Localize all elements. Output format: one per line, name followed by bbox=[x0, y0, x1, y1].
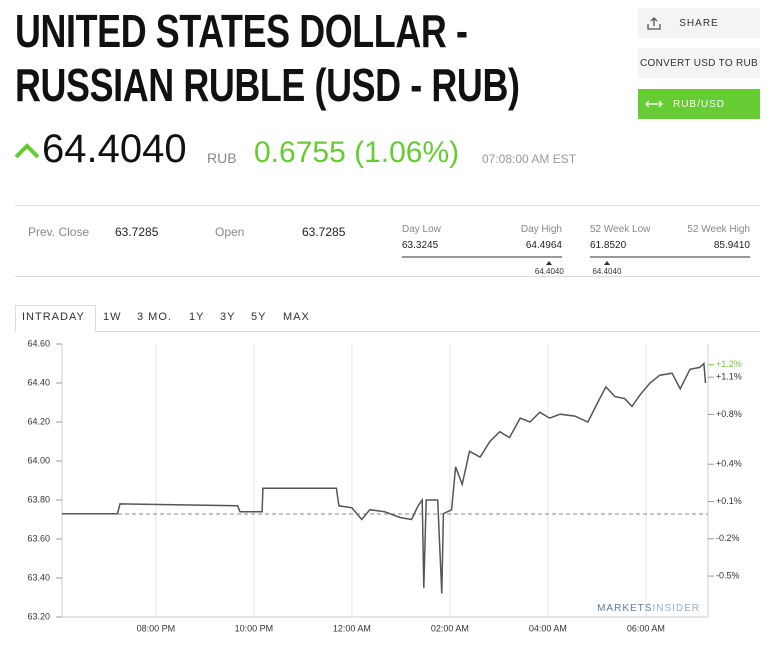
watermark-part: MARKETS bbox=[597, 603, 652, 614]
watermark-part: INSIDER bbox=[652, 603, 700, 614]
range-value: 85.9410 bbox=[713, 240, 750, 251]
swap-button[interactable]: RUB/USD bbox=[638, 89, 760, 119]
y-tick-label: 63.60 bbox=[27, 533, 50, 543]
share-button[interactable]: SHARE bbox=[638, 8, 760, 38]
y-tick-label: 63.40 bbox=[27, 572, 50, 582]
y-tick-label: 63.20 bbox=[27, 611, 50, 621]
range-value: 64.4964 bbox=[525, 240, 562, 251]
range-marker bbox=[546, 261, 553, 265]
range-marker-label: 64.4040 bbox=[534, 267, 564, 276]
range-bar bbox=[590, 256, 750, 258]
range-value: 61.8520 bbox=[590, 240, 627, 251]
share-icon bbox=[647, 17, 661, 30]
title-line: UNITED STATES DOLLAR - bbox=[15, 5, 468, 57]
stat-label: Prev. Close bbox=[28, 225, 90, 239]
tab[interactable]: 1W bbox=[103, 311, 122, 323]
quote-time: 07:08:00 AM EST bbox=[482, 152, 577, 166]
range-label: Day Low bbox=[402, 224, 441, 235]
y-tick-label: 64.60 bbox=[27, 338, 50, 348]
y2-tick-label: +0.8% bbox=[716, 409, 742, 419]
button-label: RUB/USD bbox=[672, 98, 725, 110]
tab-underline bbox=[15, 331, 760, 332]
tab[interactable]: MAX bbox=[283, 311, 310, 323]
tab[interactable]: INTRADAY bbox=[22, 311, 85, 323]
x-tick-label: 10:00 PM bbox=[235, 623, 274, 633]
range-label: 52 Week Low bbox=[590, 224, 651, 235]
current-label: +1.2% bbox=[716, 359, 742, 369]
range-label: Day High bbox=[520, 224, 562, 235]
button-label: CONVERT USD TO RUB bbox=[639, 57, 759, 69]
range-marker bbox=[603, 261, 610, 265]
y-tick-label: 64.20 bbox=[27, 416, 50, 426]
divider bbox=[15, 276, 760, 277]
price: 64.4040 bbox=[42, 127, 187, 171]
title-line: RUSSIAN RUBLE (USD - RUB) bbox=[15, 59, 520, 111]
x-tick-label: 08:00 PM bbox=[137, 623, 176, 633]
tab-selected-box bbox=[15, 305, 96, 332]
stat-value: 63.7285 bbox=[302, 225, 346, 239]
convert-button[interactable]: CONVERT USD TO RUB bbox=[638, 48, 760, 78]
divider bbox=[15, 205, 760, 206]
range-marker-label: 64.4040 bbox=[592, 267, 622, 276]
tab[interactable]: 5Y bbox=[251, 311, 267, 323]
swap-icon bbox=[645, 100, 663, 108]
button-label: SHARE bbox=[679, 17, 719, 29]
tab[interactable]: 1Y bbox=[189, 311, 205, 323]
y-tick-label: 64.40 bbox=[27, 377, 50, 387]
x-tick-label: 02:00 AM bbox=[431, 623, 469, 633]
y2-tick-label: -0.2% bbox=[716, 533, 740, 543]
y-tick-label: 63.80 bbox=[27, 494, 50, 504]
tab[interactable]: 3Y bbox=[220, 311, 236, 323]
tab[interactable]: 3 MO. bbox=[137, 311, 172, 323]
x-tick-label: 06:00 AM bbox=[627, 623, 665, 633]
range-label: 52 Week High bbox=[687, 224, 750, 235]
y2-tick-label: +0.1% bbox=[716, 496, 742, 506]
y2-tick-label: -0.5% bbox=[716, 570, 740, 580]
x-tick-label: 04:00 AM bbox=[529, 623, 567, 633]
change: 0.6755 (1.06%) bbox=[254, 136, 460, 169]
range-bar bbox=[402, 256, 562, 258]
y-tick-label: 64.00 bbox=[27, 455, 50, 465]
y2-tick-label: +0.4% bbox=[716, 459, 742, 469]
stat-label: Open bbox=[215, 225, 245, 239]
x-tick-label: 12:00 AM bbox=[333, 623, 371, 633]
currency: RUB bbox=[207, 150, 237, 166]
up-arrow bbox=[14, 143, 40, 159]
watermark: MARKETSINSIDER bbox=[597, 603, 700, 614]
range-value: 63.3245 bbox=[402, 240, 439, 251]
stat-value: 63.7285 bbox=[115, 225, 159, 239]
price-line bbox=[62, 361, 707, 594]
y2-tick-label: +1.1% bbox=[716, 372, 742, 382]
